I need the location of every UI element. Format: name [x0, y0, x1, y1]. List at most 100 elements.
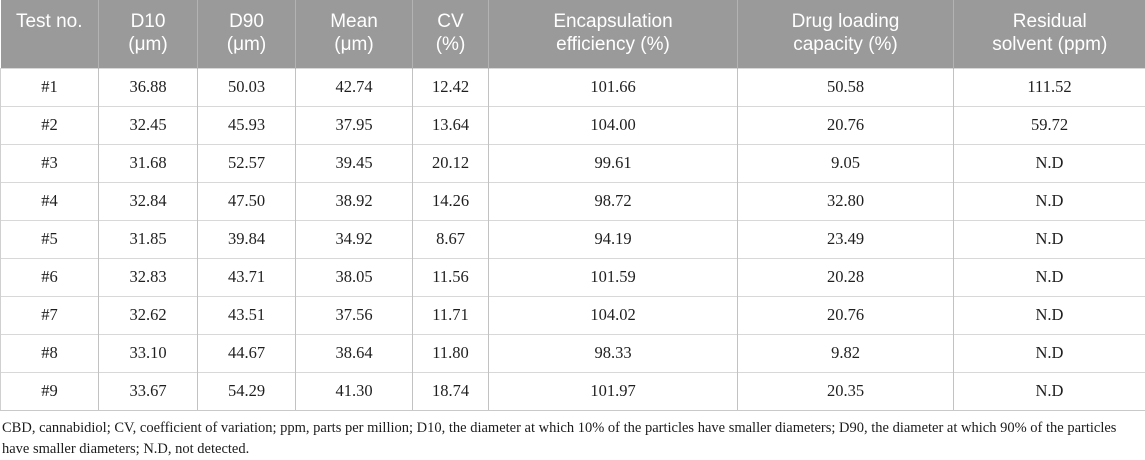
table-cell: 111.52 [953, 67, 1145, 106]
table-cell: 39.84 [197, 219, 296, 258]
table-cell: 59.72 [953, 105, 1145, 144]
table-cell: 39.45 [295, 143, 413, 182]
table-cell: 44.67 [197, 333, 296, 372]
results-table: Test no. D10 (μm) D90 (μm) Mean (μm) CV [0, 0, 1145, 411]
table-cell: N.D [953, 257, 1145, 296]
test-no-cell: #9 [0, 371, 99, 411]
table-row: #2 32.45 45.93 37.95 13.64 104.00 20.76 59.72 [0, 105, 1145, 144]
table-row: #4 32.84 47.50 38.92 14.26 98.72 32.80 N.D [0, 181, 1145, 220]
header-label-line1: Mean [330, 11, 378, 32]
table-cell: 54.29 [197, 371, 296, 411]
header-row: Test no. D10 (μm) D90 (μm) Mean (μm) CV [0, 0, 1145, 68]
header-label-line2: solvent (ppm) [992, 34, 1108, 55]
table-cell: 9.05 [737, 143, 954, 182]
table-cell: 94.19 [488, 219, 738, 258]
header-label-line2: efficiency (%) [556, 34, 670, 55]
table-cell: 9.82 [737, 333, 954, 372]
table-cell: N.D [953, 181, 1145, 220]
table-cell: 101.59 [488, 257, 738, 296]
table-row: #9 33.67 54.29 41.30 18.74 101.97 20.35 N.D [0, 371, 1145, 411]
table-cell: 31.85 [98, 219, 198, 258]
table-cell: 18.74 [412, 371, 489, 411]
header-label-line1: Test no. [15, 11, 83, 32]
table-cell: 32.84 [98, 181, 198, 220]
test-no-cell: #1 [0, 67, 99, 106]
table-cell: 50.03 [197, 67, 296, 106]
table-cell: 23.49 [737, 219, 954, 258]
table-row: #8 33.10 44.67 38.64 11.80 98.33 9.82 N.D [0, 333, 1145, 372]
table-cell: 8.67 [412, 219, 489, 258]
table-row: #7 32.62 43.51 37.56 11.71 104.02 20.76 N.D [0, 295, 1145, 334]
table-cell: 98.72 [488, 181, 738, 220]
table-cell: 42.74 [295, 67, 413, 106]
header-label-line2: (μm) [334, 34, 374, 55]
test-no-cell: #7 [0, 295, 99, 334]
header-label-line2: capacity (%) [793, 34, 898, 55]
col-header-cv: CV (%) [412, 0, 489, 68]
header-label-line1: Residual [1012, 11, 1087, 32]
table-cell: N.D [953, 333, 1145, 372]
table-cell: 20.76 [737, 295, 954, 334]
table-cell: 50.58 [737, 67, 954, 106]
table-cell: 32.62 [98, 295, 198, 334]
table-cell: 11.80 [412, 333, 489, 372]
table-cell: 38.05 [295, 257, 413, 296]
table-cell: 11.71 [412, 295, 489, 334]
table-cell: 14.26 [412, 181, 489, 220]
table-cell: 101.66 [488, 67, 738, 106]
table-cell: 37.95 [295, 105, 413, 144]
col-header-mean: Mean (μm) [295, 0, 413, 68]
header-label-line1: D90 [229, 11, 264, 32]
table-cell: 52.57 [197, 143, 296, 182]
col-header-drug-loading-capacity: Drug loading capacity (%) [737, 0, 954, 68]
table-cell: 36.88 [98, 67, 198, 106]
table-cell: 33.67 [98, 371, 198, 411]
table-cell: 34.92 [295, 219, 413, 258]
table-cell: 20.76 [737, 105, 954, 144]
table-cell: 43.71 [197, 257, 296, 296]
table-cell: 104.02 [488, 295, 738, 334]
header-label-line1: Encapsulation [553, 11, 673, 32]
table-cell: N.D [953, 295, 1145, 334]
table-cell: 98.33 [488, 333, 738, 372]
table-footnote: CBD, cannabidiol; CV, coefficient of var… [2, 419, 1117, 457]
table-cell: 33.10 [98, 333, 198, 372]
table-row: #6 32.83 43.71 38.05 11.56 101.59 20.28 N.D [0, 257, 1145, 296]
header-label-line1: D10 [130, 11, 166, 32]
header-label-line2: (μm) [226, 34, 267, 55]
table-cell: 41.30 [295, 371, 413, 411]
col-header-encapsulation-efficiency: Encapsulation efficiency (%) [488, 0, 738, 68]
table-cell: 20.35 [737, 371, 954, 411]
table-cell: N.D [953, 143, 1145, 182]
test-no-cell: #4 [0, 181, 99, 220]
col-header-d10: D10 (μm) [98, 0, 198, 68]
col-header-test-no: Test no. [0, 0, 99, 68]
table-cell: 101.97 [488, 371, 738, 411]
table-cell: 31.68 [98, 143, 198, 182]
table-cell: 20.12 [412, 143, 489, 182]
table-cell: 20.28 [737, 257, 954, 296]
test-no-cell: #2 [0, 105, 99, 144]
table-cell: 32.45 [98, 105, 198, 144]
table-cell: 32.80 [737, 181, 954, 220]
table-row: #3 31.68 52.57 39.45 20.12 99.61 9.05 N.D [0, 143, 1145, 182]
table-cell: 12.42 [412, 67, 489, 106]
table-cell: 37.56 [295, 295, 413, 334]
test-no-cell: #5 [0, 219, 99, 258]
table-cell: N.D [953, 371, 1145, 411]
test-no-cell: #8 [0, 333, 99, 372]
table-cell: 38.64 [295, 333, 413, 372]
table-row: #1 36.88 50.03 42.74 12.42 101.66 50.58 111.52 [0, 67, 1145, 106]
table-cell: N.D [953, 219, 1145, 258]
col-header-d90: D90 (μm) [197, 0, 296, 68]
table-cell: 11.56 [412, 257, 489, 296]
table-cell: 38.92 [295, 181, 413, 220]
table-cell: 47.50 [197, 181, 296, 220]
header-label-line1: Drug loading [791, 11, 900, 32]
header-label-line1: CV [437, 11, 464, 32]
table-cell: 104.00 [488, 105, 738, 144]
table-cell: 32.83 [98, 257, 198, 296]
header-label-line2: (%) [435, 34, 466, 55]
table-row: #5 31.85 39.84 34.92 8.67 94.19 23.49 N.D [0, 219, 1145, 258]
